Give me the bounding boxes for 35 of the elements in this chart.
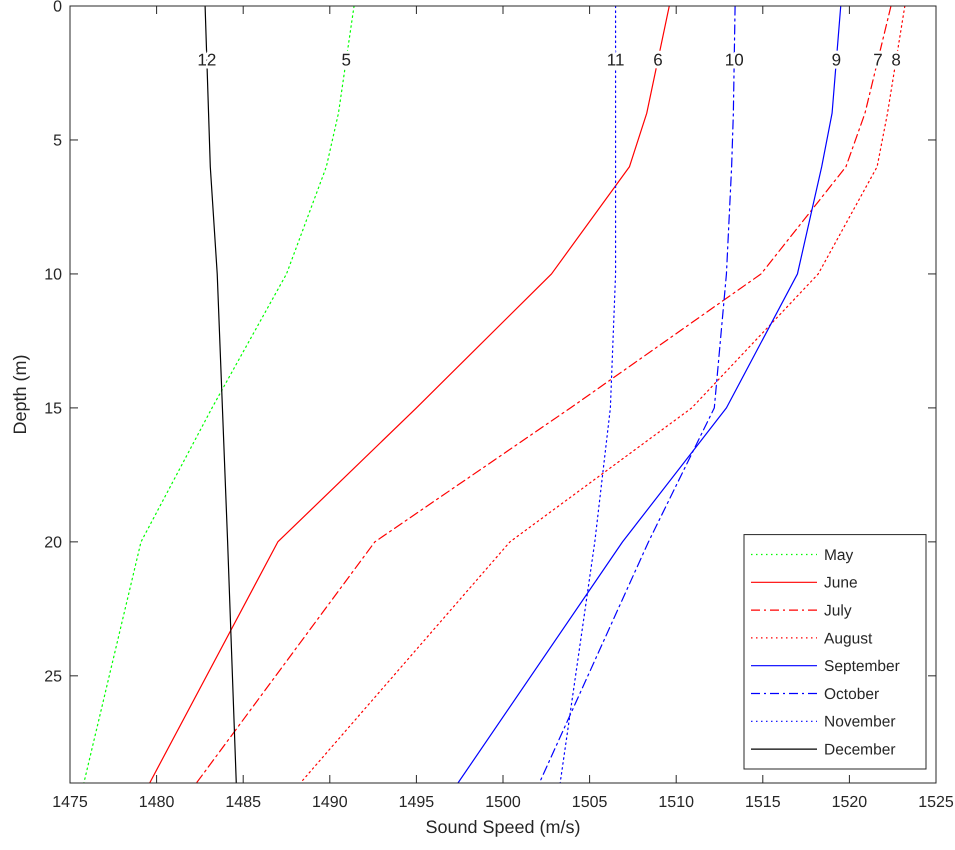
y-tick-label: 15 bbox=[44, 400, 62, 418]
x-tick-label: 1515 bbox=[745, 794, 781, 811]
y-axis-title: Depth (m) bbox=[10, 354, 30, 435]
x-tick-label: 1525 bbox=[918, 794, 954, 811]
y-tick-label: 20 bbox=[44, 534, 62, 552]
x-tick-label: 1505 bbox=[572, 794, 608, 811]
y-tick-label: 25 bbox=[44, 668, 62, 686]
y-tick-label: 10 bbox=[44, 266, 62, 284]
legend-label: July bbox=[824, 602, 852, 620]
annotation: 7 bbox=[873, 50, 883, 70]
x-tick-label: 1510 bbox=[658, 794, 694, 811]
x-tick-label: 1475 bbox=[52, 794, 88, 811]
legend-label: May bbox=[824, 546, 854, 564]
x-tick-label: 1495 bbox=[398, 794, 434, 811]
legend-label: August bbox=[824, 630, 873, 648]
legend-label: October bbox=[824, 686, 880, 703]
legend-label: June bbox=[824, 574, 858, 592]
x-axis-title: Sound Speed (m/s) bbox=[425, 817, 581, 837]
y-tick-label: 5 bbox=[53, 132, 62, 150]
annotation: 5 bbox=[342, 50, 351, 70]
x-tick-label: 1480 bbox=[138, 794, 174, 811]
line-series bbox=[300, 6, 906, 783]
annotation: 10 bbox=[724, 50, 744, 70]
line-series bbox=[149, 6, 670, 783]
annotation: 11 bbox=[606, 50, 624, 70]
y-tick-label: 0 bbox=[53, 0, 62, 16]
x-tick-label: 1520 bbox=[832, 794, 868, 811]
line-series bbox=[83, 6, 355, 783]
legend-label: September bbox=[824, 658, 900, 676]
x-tick-label: 1490 bbox=[312, 794, 348, 811]
annotation: 8 bbox=[891, 50, 901, 70]
x-tick-label: 1500 bbox=[485, 794, 521, 811]
x-tick-label: 1485 bbox=[225, 794, 262, 811]
legend-label: November bbox=[824, 714, 896, 731]
legend-label: December bbox=[824, 742, 896, 759]
